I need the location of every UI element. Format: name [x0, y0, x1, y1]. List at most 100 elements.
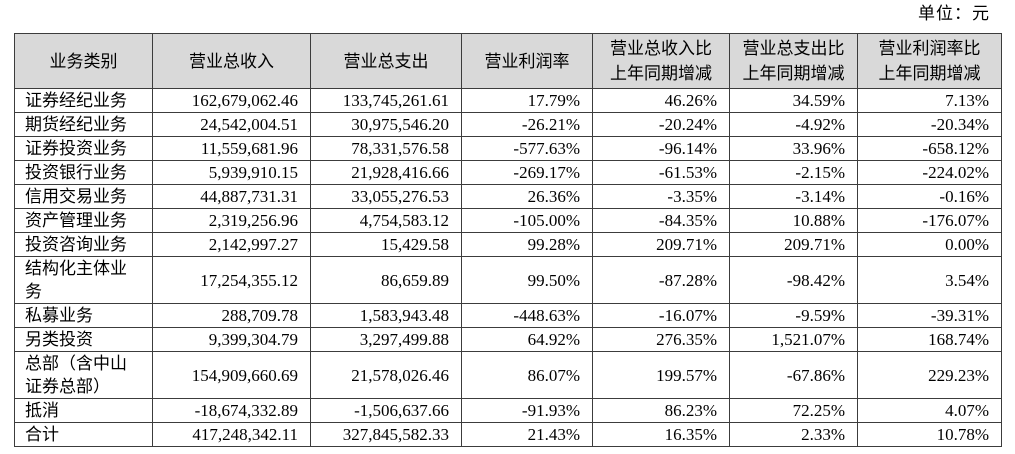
table-row: 资产管理业务 2,319,256.96 4,754,583.12 -105.00% -8… [14, 208, 1002, 233]
cell-expense_yoy: 209.71% [729, 232, 858, 257]
cell-margin: -269.17% [461, 160, 593, 185]
cell-category: 资产管理业务 [14, 208, 153, 233]
cell-margin_yoy: -224.02% [857, 160, 1002, 185]
cell-margin: 26.36% [461, 184, 593, 209]
cell-margin_yoy: -658.12% [857, 136, 1002, 161]
cell-expense_yoy: -2.15% [729, 160, 858, 185]
cell-expense_yoy: 72.25% [729, 398, 858, 423]
cell-revenue: 288,709.78 [152, 303, 311, 328]
table-header-row: 业务类别 营业总收入 营业总支出 营业利润率 营业总收入比 上年同期增减 营业总支出比 上… [14, 33, 1002, 89]
cell-category: 投资咨询业务 [14, 232, 153, 257]
cell-expense_yoy: 1,521.07% [729, 327, 858, 352]
column-header-category: 业务类别 [14, 33, 153, 89]
cell-category: 私募业务 [14, 303, 153, 328]
cell-expense_yoy: 10.88% [729, 208, 858, 233]
cell-expense: 3,297,499.88 [310, 327, 462, 352]
cell-margin: -26.21% [461, 112, 593, 137]
table-row: 投资咨询业务 2,142,997.27 15,429.58 99.28% 209.71%… [14, 232, 1002, 257]
cell-margin_yoy: 10.78% [857, 422, 1002, 447]
table-body: 证券经纪业务 162,679,062.46 133,745,261.61 17.79%… [14, 88, 1002, 447]
unit-label: 单位：元 [918, 4, 990, 23]
cell-expense: 15,429.58 [310, 232, 462, 257]
business-segment-table: 业务类别 营业总收入 营业总支出 营业利润率 营业总收入比 上年同期增减 营业总支出比 上… [14, 33, 1002, 447]
cell-expense: 1,583,943.48 [310, 303, 462, 328]
cell-expense: 4,754,583.12 [310, 208, 462, 233]
cell-margin_yoy: -20.34% [857, 112, 1002, 137]
table-row: 抵消 -18,674,332.89 -1,506,637.66 -91.93% 86.2… [14, 398, 1002, 423]
cell-margin_yoy: 168.74% [857, 327, 1002, 352]
cell-revenue: 2,142,997.27 [152, 232, 311, 257]
cell-revenue_yoy: 199.57% [592, 351, 730, 399]
cell-expense_yoy: 2.33% [729, 422, 858, 447]
cell-expense_yoy: 33.96% [729, 136, 858, 161]
cell-expense: 30,975,546.20 [310, 112, 462, 137]
table-row: 总部（含中山 证券总部） 154,909,660.69 21,578,026.46 8… [14, 351, 1002, 399]
table-header: 业务类别 营业总收入 营业总支出 营业利润率 营业总收入比 上年同期增减 营业总支出比 上… [14, 33, 1002, 89]
cell-margin_yoy: 0.00% [857, 232, 1002, 257]
cell-margin_yoy: -0.16% [857, 184, 1002, 209]
cell-margin_yoy: 7.13% [857, 88, 1002, 113]
cell-revenue: 24,542,004.51 [152, 112, 311, 137]
cell-category: 证券经纪业务 [14, 88, 153, 113]
cell-margin: 64.92% [461, 327, 593, 352]
cell-margin_yoy: 229.23% [857, 351, 1002, 399]
cell-category: 信用交易业务 [14, 184, 153, 209]
cell-revenue: 154,909,660.69 [152, 351, 311, 399]
cell-expense_yoy: -4.92% [729, 112, 858, 137]
cell-expense_yoy: -98.42% [729, 256, 858, 304]
cell-revenue_yoy: -20.24% [592, 112, 730, 137]
cell-margin_yoy: 3.54% [857, 256, 1002, 304]
cell-category: 期货经纪业务 [14, 112, 153, 137]
cell-expense: 78,331,576.58 [310, 136, 462, 161]
cell-revenue_yoy: 46.26% [592, 88, 730, 113]
cell-margin: 86.07% [461, 351, 593, 399]
table-row: 合计 417,248,342.11 327,845,582.33 21.43% 16.3… [14, 422, 1002, 447]
column-header-revenue_yoy: 营业总收入比 上年同期增减 [592, 33, 730, 89]
cell-expense: 86,659.89 [310, 256, 462, 304]
table-row: 私募业务 288,709.78 1,583,943.48 -448.63% -16.07… [14, 303, 1002, 328]
cell-revenue: 9,399,304.79 [152, 327, 311, 352]
cell-expense: -1,506,637.66 [310, 398, 462, 423]
table-row: 信用交易业务 44,887,731.31 33,055,276.53 26.36% -3… [14, 184, 1002, 209]
cell-margin: -577.63% [461, 136, 593, 161]
cell-margin: 17.79% [461, 88, 593, 113]
cell-revenue_yoy: -96.14% [592, 136, 730, 161]
cell-margin: -105.00% [461, 208, 593, 233]
cell-margin: 21.43% [461, 422, 593, 447]
cell-margin_yoy: -39.31% [857, 303, 1002, 328]
cell-expense: 21,578,026.46 [310, 351, 462, 399]
cell-expense_yoy: -67.86% [729, 351, 858, 399]
cell-revenue: 17,254,355.12 [152, 256, 311, 304]
column-header-expense: 营业总支出 [310, 33, 462, 89]
cell-revenue_yoy: -61.53% [592, 160, 730, 185]
cell-margin: 99.28% [461, 232, 593, 257]
cell-expense_yoy: 34.59% [729, 88, 858, 113]
cell-revenue_yoy: -16.07% [592, 303, 730, 328]
cell-expense_yoy: -3.14% [729, 184, 858, 209]
table-row: 另类投资 9,399,304.79 3,297,499.88 64.92% 276.35… [14, 327, 1002, 352]
cell-revenue_yoy: -84.35% [592, 208, 730, 233]
cell-expense: 33,055,276.53 [310, 184, 462, 209]
cell-expense_yoy: -9.59% [729, 303, 858, 328]
cell-revenue_yoy: 209.71% [592, 232, 730, 257]
cell-margin_yoy: 4.07% [857, 398, 1002, 423]
table-row: 证券经纪业务 162,679,062.46 133,745,261.61 17.79%… [14, 88, 1002, 113]
table-row: 证券投资业务 11,559,681.96 78,331,576.58 -577.63%… [14, 136, 1002, 161]
cell-revenue: 417,248,342.11 [152, 422, 311, 447]
cell-revenue: -18,674,332.89 [152, 398, 311, 423]
cell-category: 另类投资 [14, 327, 153, 352]
column-header-margin: 营业利润率 [461, 33, 593, 89]
cell-margin_yoy: -176.07% [857, 208, 1002, 233]
column-header-expense_yoy: 营业总支出比 上年同期增减 [729, 33, 858, 89]
cell-revenue: 2,319,256.96 [152, 208, 311, 233]
cell-revenue_yoy: -3.35% [592, 184, 730, 209]
table-row: 投资银行业务 5,939,910.15 21,928,416.66 -269.17% -… [14, 160, 1002, 185]
cell-expense: 327,845,582.33 [310, 422, 462, 447]
cell-margin: -448.63% [461, 303, 593, 328]
cell-category: 总部（含中山 证券总部） [14, 351, 153, 399]
cell-expense: 21,928,416.66 [310, 160, 462, 185]
cell-revenue: 11,559,681.96 [152, 136, 311, 161]
cell-category: 结构化主体业 务 [14, 256, 153, 304]
cell-revenue_yoy: 16.35% [592, 422, 730, 447]
